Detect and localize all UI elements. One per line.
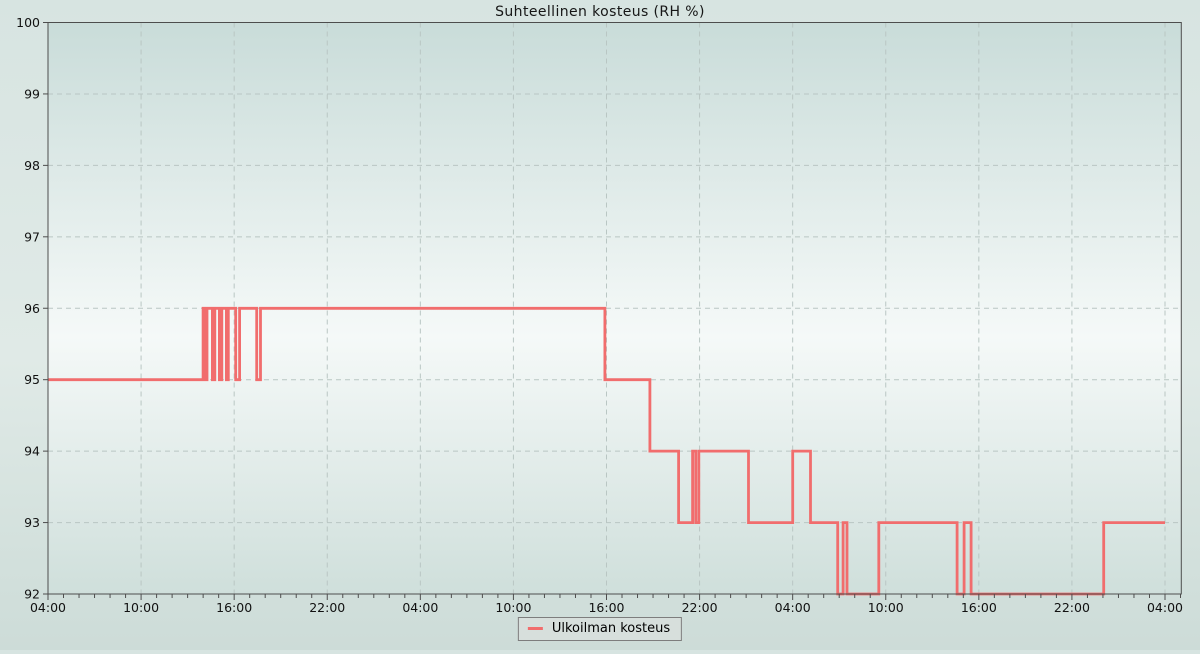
- y-tick-label: 92: [24, 587, 40, 602]
- x-tick-label: 10:00: [123, 600, 159, 615]
- y-tick-label: 100: [16, 15, 40, 30]
- x-tick-label: 16:00: [216, 600, 252, 615]
- legend-item-label: Ulkoilman kosteus: [551, 621, 671, 636]
- y-tick-label: 96: [24, 301, 40, 316]
- y-tick-label: 97: [24, 229, 40, 244]
- x-tick-label: 04:00: [402, 600, 438, 615]
- y-tick-label: 98: [24, 158, 40, 173]
- x-tick-label: 10:00: [495, 600, 531, 615]
- axis-tick-labels: 04:00 10:00 16:00 22:00 04:00 10:00 16:00 22:00…: [16, 15, 1183, 615]
- x-tick-label: 04:00: [1147, 600, 1183, 615]
- x-tick-label: 04:00: [30, 600, 66, 615]
- y-tick-label: 94: [24, 444, 40, 459]
- x-tick-label: 16:00: [961, 600, 997, 615]
- x-tick-label: 10:00: [868, 600, 904, 615]
- legend-box: Ulkoilman kosteus: [517, 617, 683, 641]
- x-tick-label: 04:00: [775, 600, 811, 615]
- x-tick-label: 22:00: [1054, 600, 1090, 615]
- y-tick-label: 99: [24, 86, 40, 101]
- x-tick-label: 22:00: [309, 600, 345, 615]
- y-tick-label: 93: [24, 515, 40, 530]
- axis-ticks: [43, 22, 1182, 600]
- x-tick-label: 22:00: [682, 600, 718, 615]
- x-tick-label: 16:00: [588, 600, 624, 615]
- y-tick-label: 95: [24, 372, 40, 387]
- chart-title: Suhteellinen kosteus (RH %): [495, 4, 705, 20]
- legend-line-swatch: [527, 627, 543, 630]
